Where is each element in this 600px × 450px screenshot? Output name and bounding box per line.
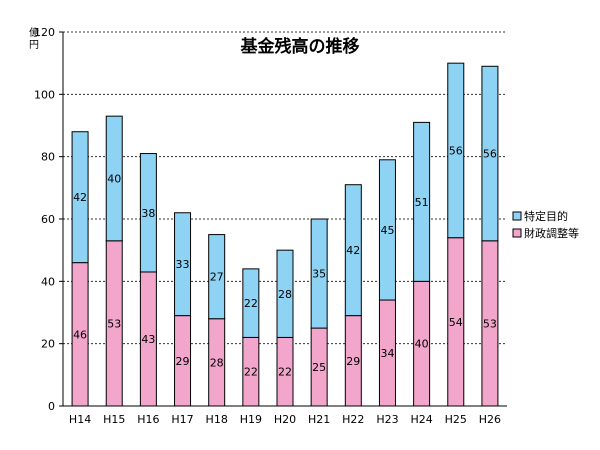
x-tick-label: H21 bbox=[308, 413, 330, 426]
bar-value-label: 42 bbox=[346, 244, 360, 257]
bar-segment bbox=[208, 234, 226, 320]
bar-segment bbox=[310, 218, 328, 329]
y-tick-label: 40 bbox=[41, 275, 55, 288]
bar-segment bbox=[174, 212, 192, 317]
bar-value-label: 43 bbox=[141, 333, 155, 346]
bar-value-label: 40 bbox=[107, 172, 121, 185]
bar-value-label: 46 bbox=[73, 328, 87, 341]
y-tick-label: 0 bbox=[48, 400, 55, 413]
bar-segment bbox=[242, 268, 260, 338]
bar-value-label: 29 bbox=[176, 355, 190, 368]
bar-value-label: 22 bbox=[244, 366, 258, 379]
x-tick-label: H14 bbox=[69, 413, 91, 426]
x-tick-label: H18 bbox=[206, 413, 228, 426]
x-tick-label: H24 bbox=[410, 413, 432, 426]
y-tick-label: 80 bbox=[41, 151, 55, 164]
bar-segment bbox=[71, 131, 89, 264]
x-tick-label: H25 bbox=[445, 413, 467, 426]
y-tick-label: 100 bbox=[34, 88, 55, 101]
x-tick-label: H17 bbox=[171, 413, 193, 426]
bar-segment bbox=[276, 249, 294, 338]
legend-label: 財政調整等 bbox=[524, 226, 579, 240]
x-tick-label: H19 bbox=[240, 413, 262, 426]
bar-value-label: 28 bbox=[210, 356, 224, 369]
legend-swatch bbox=[512, 228, 522, 238]
x-tick-label: H16 bbox=[137, 413, 159, 426]
bar-segment bbox=[481, 65, 499, 242]
bar-value-label: 27 bbox=[210, 271, 224, 284]
legend-swatch bbox=[512, 211, 522, 221]
bar-value-label: 38 bbox=[141, 207, 155, 220]
y-axis-unit-char: 円 bbox=[29, 40, 39, 51]
tick-labels: 0 20 40 60 80 100 120 H14 H15 H16 H17 H18 H19 H20 H21 H… bbox=[34, 26, 501, 426]
y-tick-label: 120 bbox=[34, 26, 55, 39]
bar-value-label: 35 bbox=[312, 268, 326, 281]
bar-value-label: 56 bbox=[483, 148, 497, 161]
bar-value-label: 51 bbox=[415, 196, 429, 209]
bar-segment bbox=[378, 159, 396, 301]
y-axis-unit-char: 億 bbox=[29, 26, 39, 39]
bar-value-label: 28 bbox=[278, 288, 292, 301]
x-tick-label: H15 bbox=[103, 413, 125, 426]
bar-value-label: 53 bbox=[483, 317, 497, 330]
bar-value-label: 22 bbox=[244, 297, 258, 310]
bar-value-label: 29 bbox=[346, 355, 360, 368]
bar-value-label: 42 bbox=[73, 191, 87, 204]
bars: 46 42 53 40 43 38 29 33 28 27 22 22 22 28 25 35 29 42 34 45… bbox=[71, 62, 499, 407]
bar-value-label: 25 bbox=[312, 361, 326, 374]
x-tick-label: H22 bbox=[342, 413, 364, 426]
bar-segment bbox=[413, 121, 431, 282]
x-tick-label: H23 bbox=[376, 413, 398, 426]
x-tick-label: H20 bbox=[274, 413, 296, 426]
bar-segment bbox=[447, 62, 465, 239]
legend-label: 特定目的 bbox=[524, 209, 568, 223]
bar-value-label: 45 bbox=[380, 224, 394, 237]
bar-value-label: 40 bbox=[415, 338, 429, 351]
bar-value-label: 54 bbox=[449, 316, 463, 329]
y-axis-unit: 億円 bbox=[29, 26, 39, 51]
y-tick-label: 60 bbox=[41, 213, 55, 226]
bar-value-label: 34 bbox=[380, 347, 394, 360]
bar-value-label: 56 bbox=[449, 144, 463, 157]
bar-value-label: 53 bbox=[107, 317, 121, 330]
y-tick-label: 20 bbox=[41, 338, 55, 351]
bar-value-label: 22 bbox=[278, 366, 292, 379]
bar-segment bbox=[344, 184, 362, 317]
x-tick-label: H26 bbox=[479, 413, 501, 426]
chart-title: 基金残高の推移 bbox=[240, 36, 360, 57]
bar-value-label: 33 bbox=[176, 258, 190, 271]
bar-segment bbox=[105, 115, 123, 242]
bar-segment bbox=[139, 153, 157, 273]
